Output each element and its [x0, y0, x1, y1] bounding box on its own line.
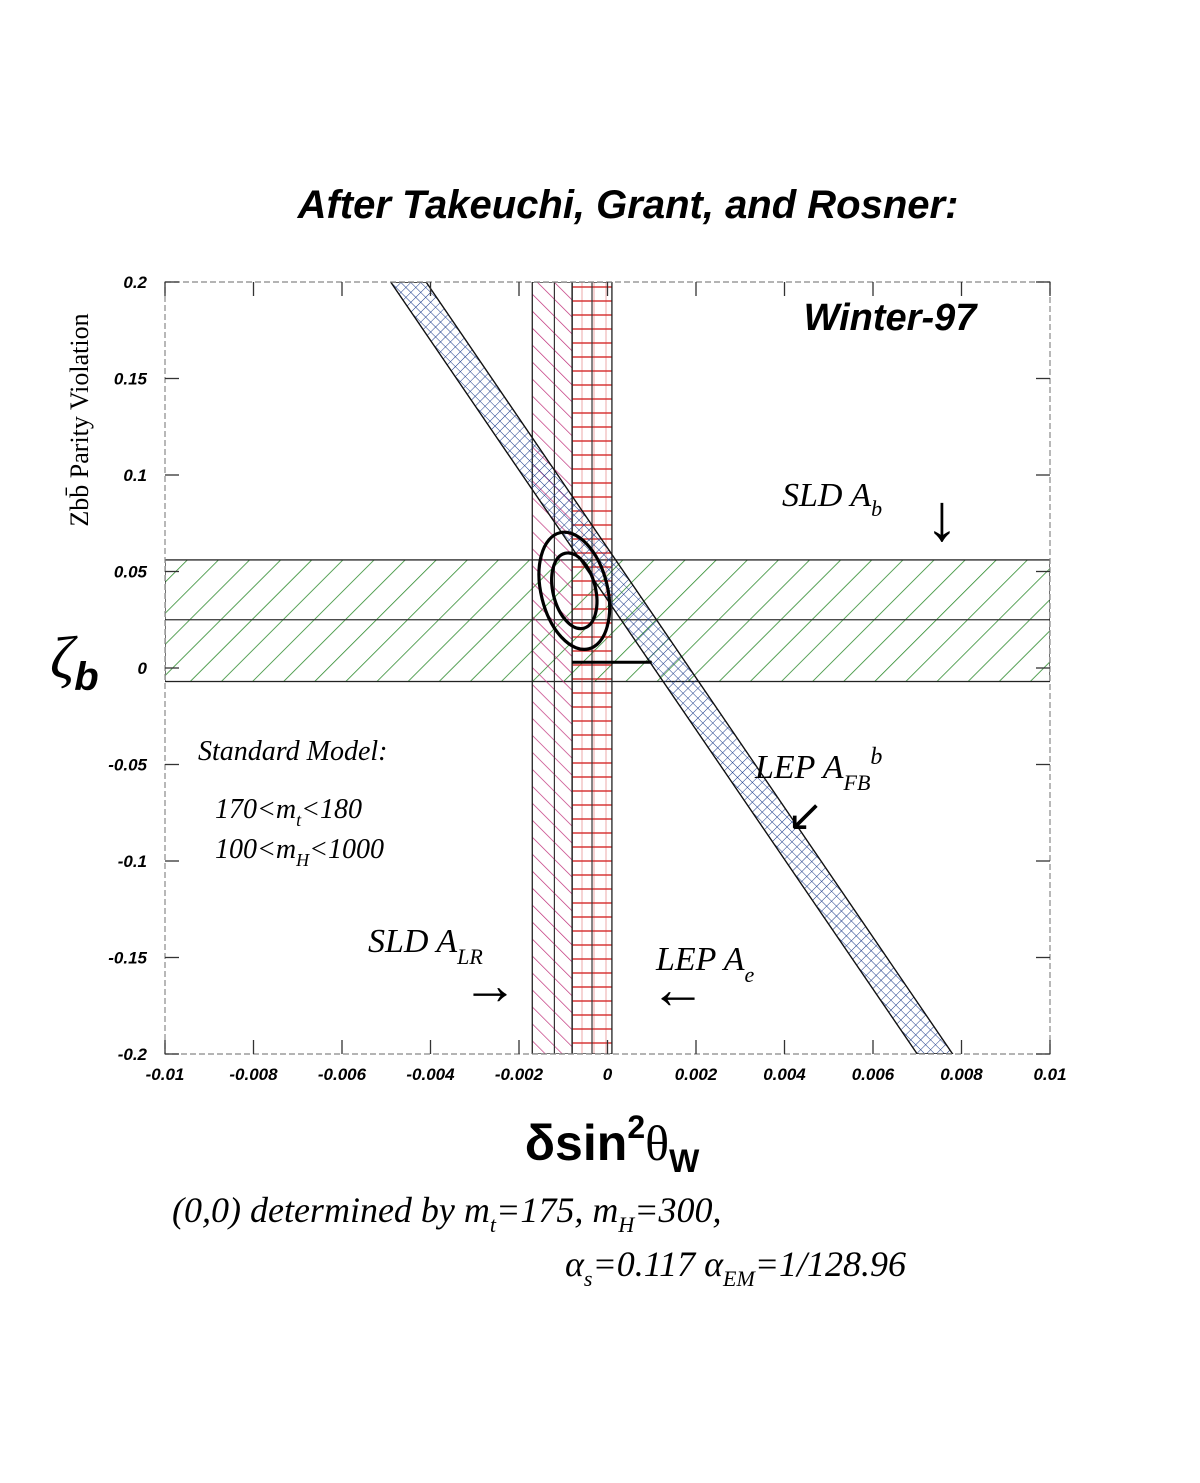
- y-tick-label: 0.15: [114, 370, 148, 389]
- x-tick-label: 0.006: [852, 1065, 895, 1084]
- arrow-sld-ab: ↓: [926, 480, 959, 554]
- sm-mt-range: 170<mt<180: [215, 794, 362, 830]
- x-tick-label: -0.006: [318, 1065, 367, 1084]
- x-tick-label: 0.002: [675, 1065, 718, 1084]
- x-tick-label: 0: [603, 1065, 613, 1084]
- x-tick-label: 0.01: [1033, 1065, 1066, 1084]
- y-tick-label: 0: [138, 659, 148, 678]
- x-tick-label: -0.004: [406, 1065, 455, 1084]
- arrow-sld-alr: →: [462, 953, 518, 1016]
- y-tick-label: 0.05: [114, 563, 148, 582]
- x-tick-label: -0.01: [146, 1065, 185, 1084]
- x-tick-label: -0.008: [229, 1065, 278, 1084]
- contour-ellipse-1: [537, 530, 612, 652]
- contour-ellipse-2: [550, 551, 599, 631]
- y-axis-description: Zbb̄ Parity Violation: [65, 313, 94, 526]
- y-tick-label: -0.05: [108, 756, 147, 775]
- ellipse-layer: [537, 530, 652, 664]
- x-axis-label: δsin2θW: [525, 1109, 700, 1179]
- sm-mh-range: 100<mH<1000: [215, 834, 384, 870]
- band-sld-a-lr: [531, 282, 573, 1054]
- arrow-lep-ae: ←: [650, 957, 706, 1020]
- x-tick-label: -0.002: [495, 1065, 544, 1084]
- y-tick-label: -0.2: [118, 1045, 148, 1064]
- label-lep-afb: LEP AFBb: [754, 744, 882, 795]
- chart-subtitle: Winter-97: [804, 297, 979, 339]
- plot-area: -0.01 -0.008 -0.006 -0.004 -0.002 0 0.002 0.004…: [108, 273, 1066, 1084]
- x-tick-label: 0.008: [940, 1065, 983, 1084]
- figure-title: After Takeuchi, Grant, and Rosner:: [297, 183, 959, 227]
- band-lep-a-e: [571, 282, 613, 1054]
- y-tick-label: 0.2: [123, 273, 147, 292]
- label-sld-alr: SLD ALR: [368, 923, 483, 969]
- y-tick-label: 0.1: [123, 466, 147, 485]
- sm-title: Standard Model:: [198, 736, 388, 767]
- label-sld-ab: SLD Ab: [782, 477, 882, 521]
- band-lep-a-fb-b: [389, 282, 954, 1054]
- band-area: [389, 282, 954, 1054]
- y-tick-label: -0.15: [108, 949, 147, 968]
- band-layer: [165, 282, 1050, 1054]
- x-tick-labels: -0.01 -0.008 -0.006 -0.004 -0.002 0 0.002 0.004…: [146, 1065, 1067, 1084]
- caption-line-2: αs=0.117 αEM=1/128.96: [565, 1244, 906, 1291]
- label-lep-ae: LEP Ae: [655, 941, 755, 987]
- y-tick-label: -0.1: [118, 852, 147, 871]
- x-tick-label: 0.004: [763, 1065, 806, 1084]
- tick-layer: [164, 281, 1051, 1055]
- arrow-lep-afb: ↙: [787, 791, 824, 840]
- y-axis-symbol: ζb: [50, 625, 99, 699]
- band-area: [531, 282, 573, 1054]
- y-tick-labels: 0.2 0.15 0.1 0.05 0 -0.05 -0.1 -0.15 -0.2: [108, 273, 147, 1064]
- caption-line-1: (0,0) determined by mt=175, mH=300,: [172, 1190, 722, 1237]
